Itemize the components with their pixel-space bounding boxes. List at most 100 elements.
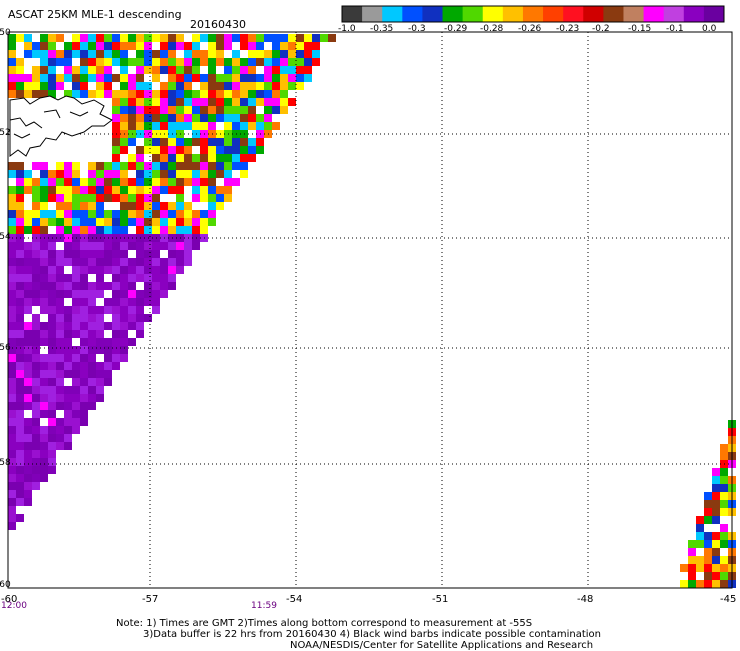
swath-cell [168,106,176,114]
swath-cell [224,170,232,178]
swath-cell [704,564,712,572]
swath-cell [184,250,192,258]
swath-cell [72,290,80,298]
swath-cell [200,154,208,162]
swath-cell [256,98,264,106]
swath-cell [32,250,40,258]
swath-cell [88,50,96,58]
swath-cell [8,314,16,322]
swath-cell [40,82,48,90]
swath-cell [128,330,136,338]
swath-cell [120,266,128,274]
swath-cell [216,114,224,122]
swath-cell [8,282,16,290]
swath-cell [96,250,104,258]
swath-cell [104,378,112,386]
swath-cell [232,82,240,90]
swath-cell [192,98,200,106]
swath-cell [184,122,192,130]
swath-cell [40,242,48,250]
swath-cell [136,186,144,194]
swath-cell [144,162,152,170]
swath-cell [128,154,136,162]
swath-cell [120,34,128,42]
swath-cell [112,362,120,370]
swath-cell [720,468,728,476]
swath-cell [120,226,128,234]
swath-cell [168,218,176,226]
swath-cell [24,298,32,306]
swath-cell [56,346,64,354]
swath-cell [152,138,160,146]
swath-cell [64,378,72,386]
swath-cell [8,338,16,346]
swath-cell [216,162,224,170]
swath-cell [704,524,712,532]
swath-cell [112,210,120,218]
colorbar-swatch [462,6,484,22]
swath-cell [192,106,200,114]
swath-cell [176,114,184,122]
swath-cell [64,298,72,306]
swath-cell [40,474,48,482]
swath-cell [64,418,72,426]
swath-cell [40,402,48,410]
swath-cell [216,178,224,186]
swath-cell [64,370,72,378]
swath-cell [176,138,184,146]
swath-cell [168,266,176,274]
swath-cell [32,482,40,490]
swath-cell [184,58,192,66]
graticule [8,32,732,588]
swath-cell [112,90,120,98]
swath-cell [136,34,144,42]
swath-cell [168,146,176,154]
swath-cell [48,250,56,258]
swath-cell [64,266,72,274]
swath-cell [40,458,48,466]
swath-cell [80,202,88,210]
swath-cell [24,266,32,274]
swath-cell [128,322,136,330]
swath-cell [216,74,224,82]
swath-cell [8,434,16,442]
swath-cell [8,162,16,170]
swath-cell [144,98,152,106]
swath-cell [136,90,144,98]
swath-cell [24,378,32,386]
swath-cell [200,194,208,202]
swath-cell [72,386,80,394]
swath-cell [304,74,312,82]
swath-cell [112,162,120,170]
swath-cell [208,114,216,122]
swath-cell [88,402,96,410]
swath-cell [144,202,152,210]
swath-cell [176,146,184,154]
swath-cell [144,170,152,178]
swath-cell [88,170,96,178]
swath-cell [264,90,272,98]
swath-cell [704,516,712,524]
swath-cell [16,402,24,410]
swath-cell [32,386,40,394]
swath-cell [56,218,64,226]
swath-cell [96,50,104,58]
swath-cell [112,354,120,362]
swath-cell [112,282,120,290]
swath-cell [136,250,144,258]
swath-cell [72,314,80,322]
swath-cell [72,34,80,42]
swath-cell [192,162,200,170]
swath-cell [176,74,184,82]
swath-cell [240,98,248,106]
swath-cell [104,338,112,346]
swath-cell [72,362,80,370]
swath-cell [48,418,56,426]
colorbar-label: -0.26 [518,24,542,34]
lat-label-60: -60 [0,580,11,590]
swath-cell [16,82,24,90]
swath-cell [128,186,136,194]
swath-cell [232,178,240,186]
swath-cell [88,90,96,98]
